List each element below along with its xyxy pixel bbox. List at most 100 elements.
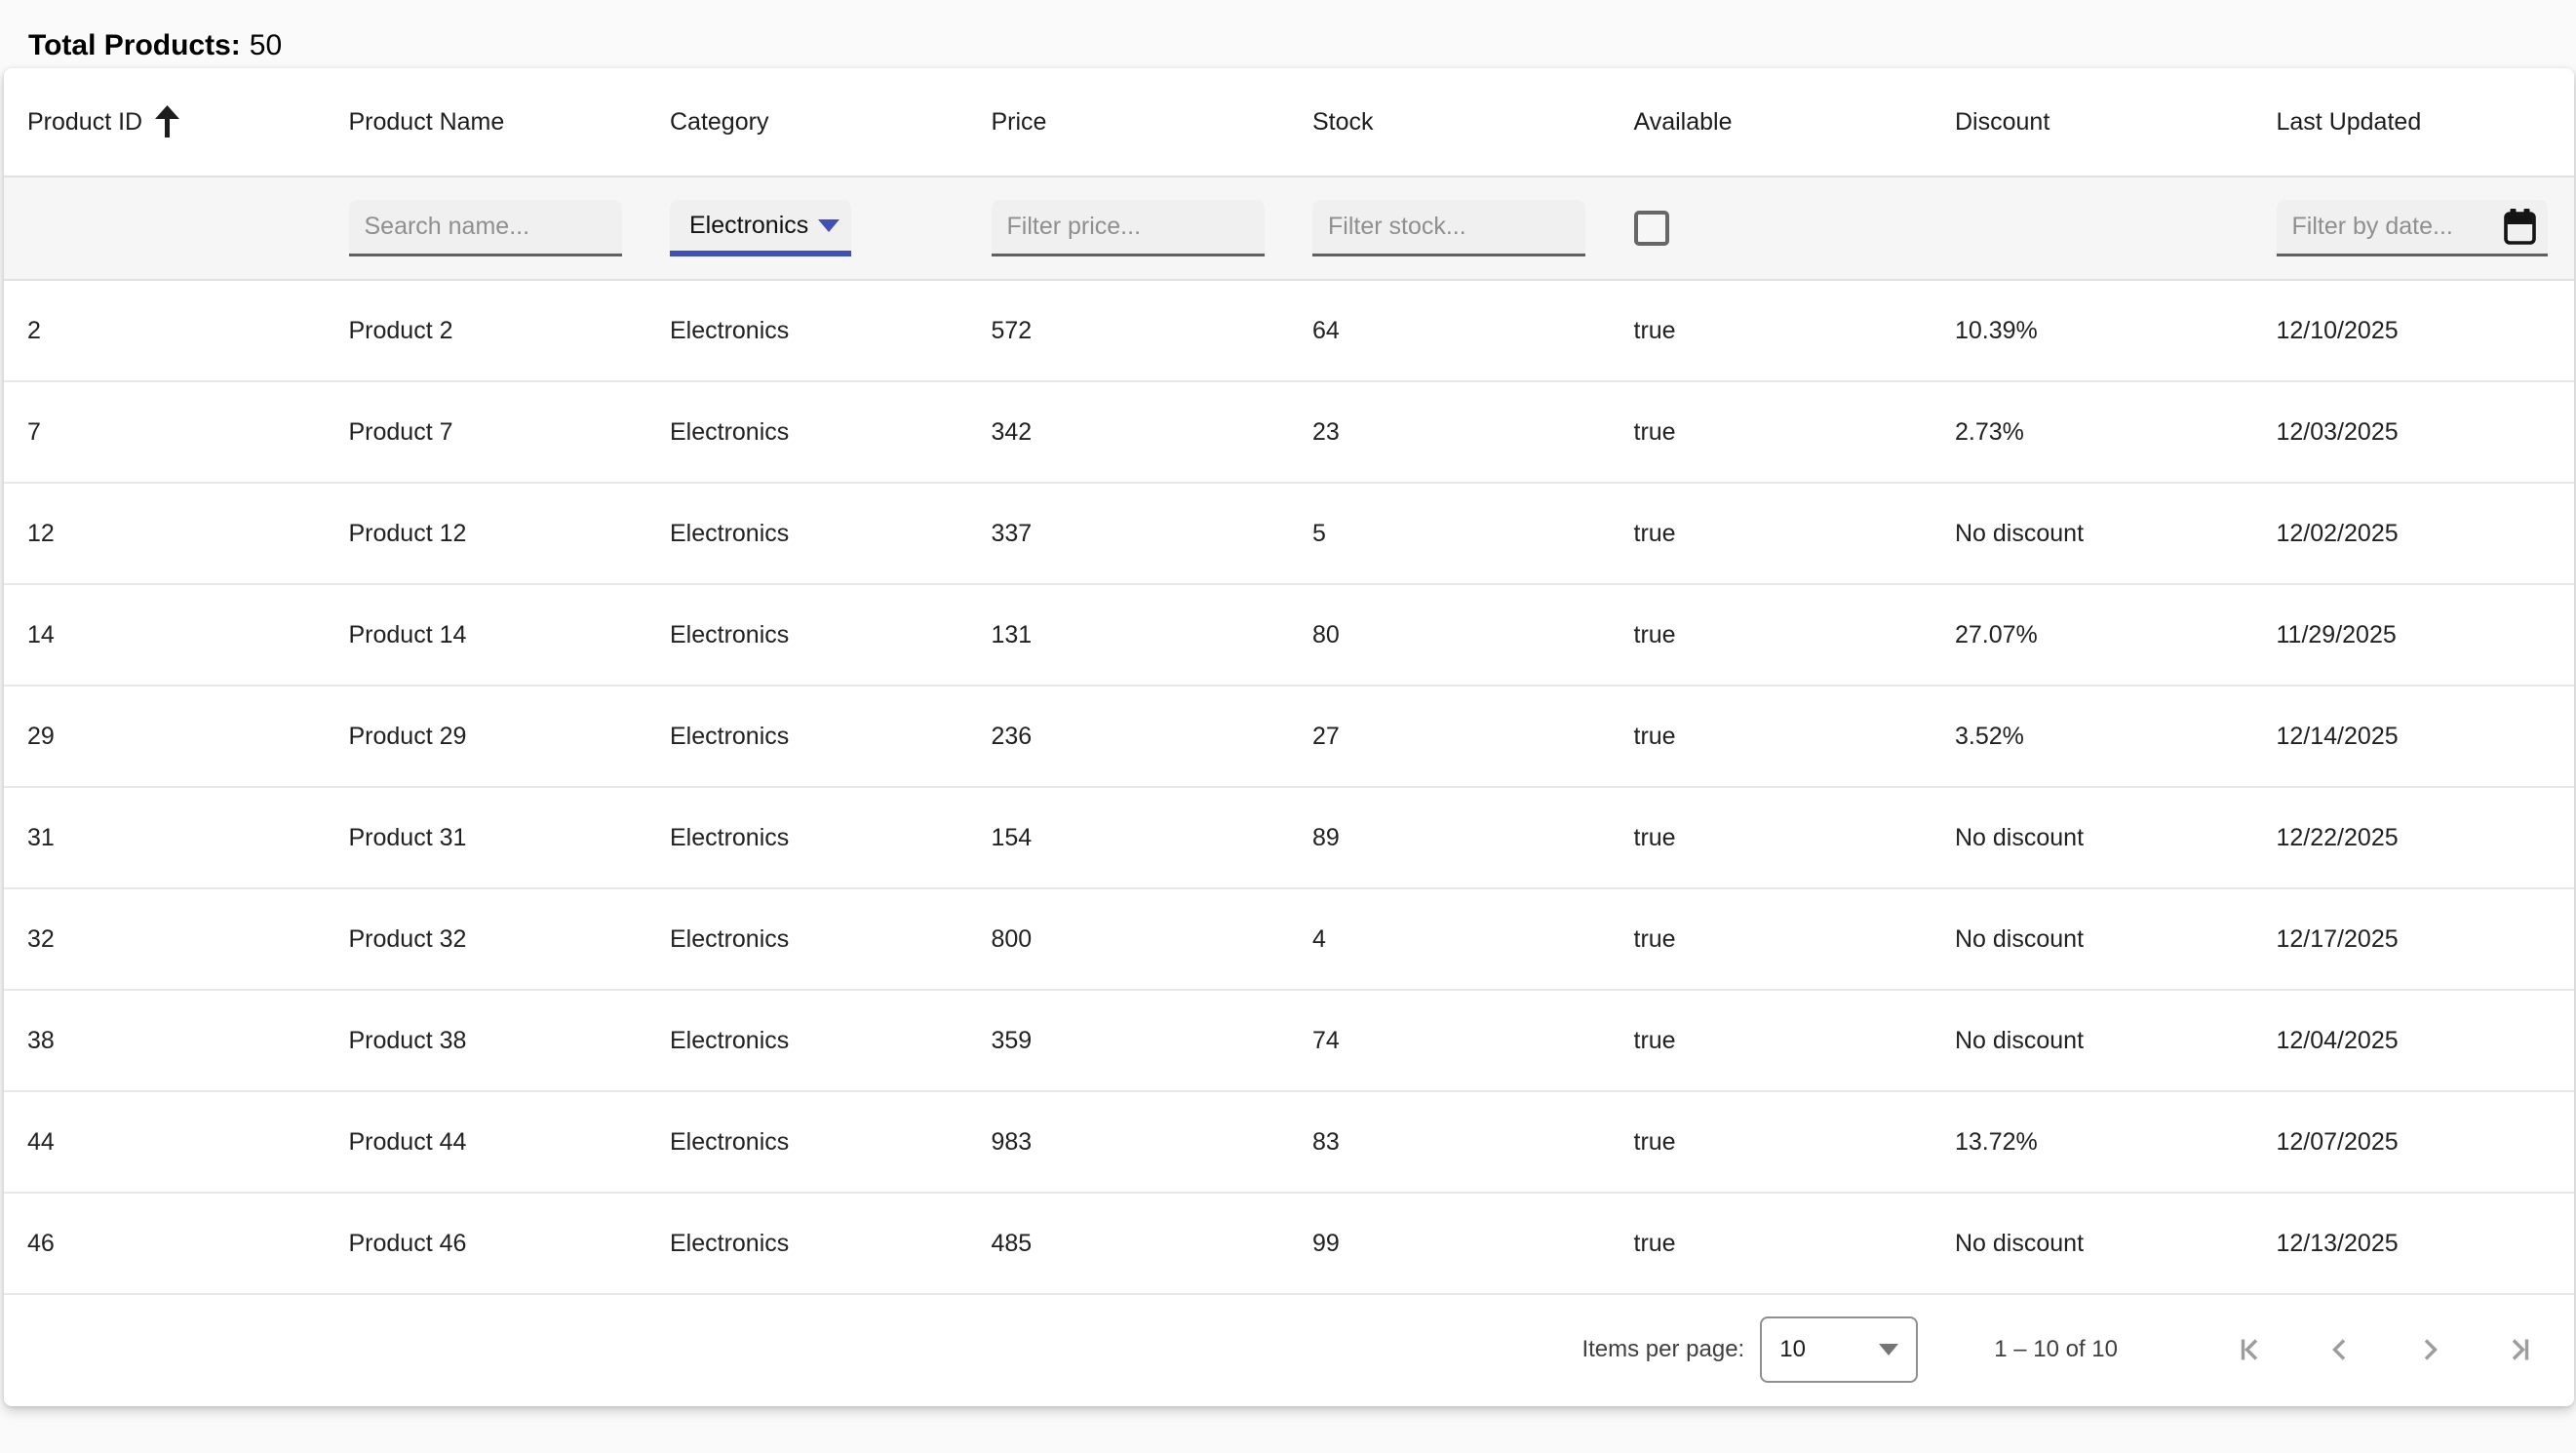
table-cell: 7: [27, 417, 41, 446]
total-products-label: Total Products:: [28, 29, 241, 61]
chevron-right-icon: [2424, 1339, 2438, 1360]
last-page-button[interactable]: [2490, 1320, 2549, 1379]
page-size-value: 10: [1779, 1336, 1806, 1362]
date-filter-input[interactable]: [2291, 213, 2487, 241]
table-row: 14 Product 14 Electronics 131 80 true 27.07% 11…: [4, 585, 2574, 687]
table-cell: No discount: [1955, 924, 2085, 953]
table-row: 29 Product 29 Electronics 236 27 true 3.52% 12/…: [4, 687, 2574, 788]
column-header-label: Price: [991, 107, 1047, 136]
table-cell: true: [1633, 924, 1676, 953]
category-filter-select[interactable]: Electronics: [670, 200, 851, 256]
table-cell: 359: [991, 1026, 1033, 1054]
column-header-product-id[interactable]: Product ID: [4, 68, 326, 176]
dropdown-arrow-icon: [818, 218, 839, 232]
column-header-label: Available: [1633, 107, 1733, 136]
table-cell: true: [1633, 620, 1676, 648]
column-header-label: Discount: [1955, 107, 2050, 136]
table-row: 12 Product 12 Electronics 337 5 true No discou…: [4, 484, 2574, 585]
products-table-card: Product ID Product Name Category Price S…: [4, 68, 2574, 1406]
column-header-category[interactable]: Category: [646, 68, 968, 176]
stock-filter-input[interactable]: [1312, 200, 1585, 256]
table-cell: 12/17/2025: [2276, 924, 2399, 953]
column-header-discount[interactable]: Discount: [1932, 68, 2253, 176]
table-cell: 485: [991, 1229, 1033, 1257]
table-cell: 337: [991, 519, 1033, 547]
table-cell: true: [1633, 1127, 1676, 1156]
table-row: 2 Product 2 Electronics 572 64 true 10.39% 12/1…: [4, 281, 2574, 382]
calendar-icon[interactable]: [2503, 209, 2536, 245]
table-cell: 236: [991, 722, 1033, 750]
column-header-label: Product ID: [27, 107, 143, 136]
total-products-value: 50: [249, 29, 283, 61]
filter-cell-empty: [4, 177, 326, 279]
filter-cell-available: [1611, 177, 1932, 279]
paginator: Items per page: 10 1 – 10 of 10: [4, 1295, 2574, 1404]
table-cell: Electronics: [670, 316, 790, 344]
table-cell: Product 31: [348, 823, 467, 851]
table-cell: 572: [991, 316, 1033, 344]
filter-cell-stock: [1289, 177, 1611, 279]
table-cell: Electronics: [670, 519, 790, 547]
table-cell: Product 14: [348, 620, 467, 648]
table-cell: 74: [1312, 1026, 1340, 1054]
table-cell: 12: [27, 519, 55, 547]
table-cell: Electronics: [670, 620, 790, 648]
column-header-available[interactable]: Available: [1611, 68, 1932, 176]
paginator-range-label: 1 – 10 of 10: [1994, 1336, 2118, 1362]
table-cell: 3.52%: [1955, 722, 2024, 750]
available-filter-checkbox[interactable]: [1633, 211, 1669, 246]
table-cell: true: [1633, 1026, 1676, 1054]
total-products-bar: Total Products: 50: [0, 0, 2576, 68]
table-cell: Product 2: [348, 316, 453, 344]
table-cell: 12/02/2025: [2276, 519, 2399, 547]
table-cell: 2: [27, 316, 41, 344]
table-cell: Electronics: [670, 924, 790, 953]
filter-cell-date: [2253, 177, 2575, 279]
previous-page-button[interactable]: [2311, 1320, 2369, 1379]
first-page-button[interactable]: [2221, 1320, 2280, 1379]
table-cell: No discount: [1955, 519, 2085, 547]
sort-asc-icon: [155, 105, 180, 137]
column-header-price[interactable]: Price: [968, 68, 1290, 176]
column-header-product-name[interactable]: Product Name: [326, 68, 647, 176]
table-row: 31 Product 31 Electronics 154 89 true No disco…: [4, 788, 2574, 889]
table-cell: 46: [27, 1229, 55, 1257]
filter-cell-price: [968, 177, 1290, 279]
filter-cell-category: Electronics: [646, 177, 968, 279]
page-size-select[interactable]: 10: [1760, 1316, 1919, 1383]
price-filter-input[interactable]: [991, 200, 1265, 256]
table-cell: 5: [1312, 519, 1326, 547]
dropdown-arrow-icon: [1879, 1344, 1899, 1355]
table-cell: No discount: [1955, 1026, 2085, 1054]
table-cell: true: [1633, 417, 1676, 446]
table-cell: 11/29/2025: [2276, 620, 2397, 648]
last-page-icon: [2512, 1339, 2529, 1360]
table-cell: 12/03/2025: [2276, 417, 2399, 446]
table-cell: 38: [27, 1026, 55, 1054]
table-cell: Electronics: [670, 417, 790, 446]
items-per-page-label: Items per page:: [1581, 1336, 1745, 1362]
table-cell: No discount: [1955, 823, 2085, 851]
name-filter-input[interactable]: [348, 200, 622, 256]
filter-row: Electronics: [4, 177, 2574, 281]
table-cell: 13.72%: [1955, 1127, 2038, 1156]
table-cell: Product 12: [348, 519, 467, 547]
table-cell: 83: [1312, 1127, 1340, 1156]
table-row: 7 Product 7 Electronics 342 23 true 2.73% 12/03…: [4, 382, 2574, 484]
filter-cell-discount: [1932, 177, 2253, 279]
column-header-last-updated[interactable]: Last Updated: [2253, 68, 2575, 176]
table-cell: Electronics: [670, 1127, 790, 1156]
table-cell: Electronics: [670, 823, 790, 851]
table-header-row: Product ID Product Name Category Price S…: [4, 68, 2574, 177]
column-header-stock[interactable]: Stock: [1289, 68, 1611, 176]
next-page-button[interactable]: [2400, 1320, 2459, 1379]
table-cell: true: [1633, 519, 1676, 547]
table-cell: 31: [27, 823, 55, 851]
table-cell: 64: [1312, 316, 1340, 344]
table-row: 38 Product 38 Electronics 359 74 true No disco…: [4, 991, 2574, 1092]
filter-cell-name: [326, 177, 647, 279]
table-cell: Product 29: [348, 722, 467, 750]
table-row: 32 Product 32 Electronics 800 4 true No discou…: [4, 889, 2574, 991]
table-cell: 12/14/2025: [2276, 722, 2399, 750]
table-cell: Electronics: [670, 1229, 790, 1257]
